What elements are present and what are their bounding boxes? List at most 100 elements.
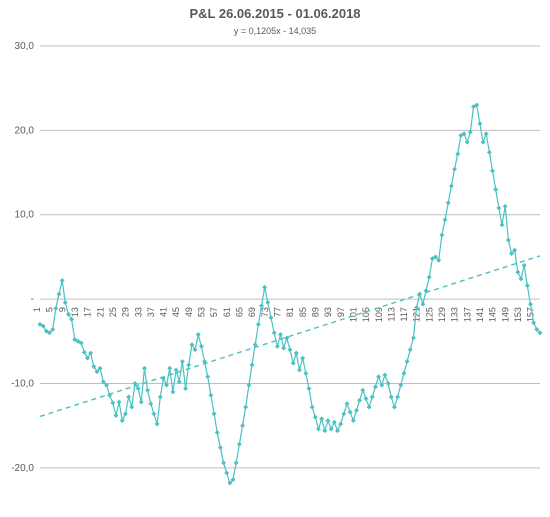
data-marker [478, 121, 482, 125]
data-marker [456, 152, 460, 156]
data-marker [130, 405, 134, 409]
x-tick-label: 157 [526, 307, 536, 322]
data-marker [304, 371, 308, 375]
data-marker [525, 283, 529, 287]
data-marker [395, 395, 399, 399]
data-marker [142, 366, 146, 370]
y-tick-label: - [31, 294, 34, 305]
data-marker [329, 427, 333, 431]
data-marker [82, 350, 86, 354]
data-marker [114, 413, 118, 417]
chart-svg: -20,0-10,0-10,020,030,015913172125293337… [0, 0, 550, 517]
data-marker [209, 393, 213, 397]
x-tick-label: 41 [159, 307, 169, 317]
x-tick-label: 93 [323, 307, 333, 317]
x-tick-label: 49 [184, 307, 194, 317]
data-marker [528, 302, 532, 306]
data-marker [168, 366, 172, 370]
x-tick-label: 5 [45, 307, 55, 312]
x-tick-label: 61 [222, 307, 232, 317]
data-marker [443, 218, 447, 222]
x-tick-label: 69 [247, 307, 257, 317]
data-marker [389, 395, 393, 399]
data-marker [237, 442, 241, 446]
data-marker [262, 285, 266, 289]
x-tick-label: 77 [273, 307, 283, 317]
data-marker [313, 415, 317, 419]
data-marker [310, 405, 314, 409]
x-tick-label: 89 [310, 307, 320, 317]
x-tick-label: 113 [386, 307, 396, 321]
data-marker [345, 402, 349, 406]
x-tick-label: 145 [488, 307, 498, 322]
x-tick-label: 97 [336, 307, 346, 317]
data-marker [361, 388, 365, 392]
data-marker [487, 150, 491, 154]
x-tick-label: 129 [437, 307, 447, 322]
x-tick-label: 53 [197, 307, 207, 317]
data-marker [155, 422, 159, 426]
pnl-chart: P&L 26.06.2015 - 01.06.2018 y = 0,1205x … [0, 0, 550, 517]
data-marker [218, 445, 222, 449]
x-tick-label: 137 [462, 307, 472, 322]
data-marker [481, 140, 485, 144]
data-marker [275, 344, 279, 348]
data-marker [187, 363, 191, 367]
trend-line [40, 256, 540, 417]
data-marker [152, 412, 156, 416]
data-marker [316, 427, 320, 431]
data-marker [332, 420, 336, 424]
x-tick-label: 133 [450, 307, 460, 322]
data-marker [297, 368, 301, 372]
data-marker [117, 400, 121, 404]
data-marker [516, 270, 520, 274]
data-marker [149, 402, 153, 406]
data-marker [120, 418, 124, 422]
data-marker [57, 292, 61, 296]
data-marker [376, 375, 380, 379]
data-marker [449, 184, 453, 188]
data-marker [234, 461, 238, 465]
x-tick-label: 13 [70, 307, 80, 317]
y-tick-label: -10,0 [11, 378, 34, 389]
data-marker [294, 351, 298, 355]
data-marker [212, 412, 216, 416]
data-marker [500, 223, 504, 227]
data-marker [364, 396, 368, 400]
data-marker [408, 348, 412, 352]
data-marker [484, 132, 488, 136]
data-marker [405, 359, 409, 363]
data-marker [348, 410, 352, 414]
x-tick-label: 21 [95, 307, 105, 317]
data-marker [63, 300, 67, 304]
y-tick-label: -20,0 [11, 463, 34, 474]
data-marker [307, 386, 311, 390]
data-marker [199, 344, 203, 348]
data-marker [493, 187, 497, 191]
data-marker [342, 412, 346, 416]
data-marker [183, 386, 187, 390]
data-marker [171, 390, 175, 394]
data-marker [281, 346, 285, 350]
data-marker [465, 140, 469, 144]
data-marker [497, 206, 501, 210]
data-marker [60, 278, 64, 282]
data-marker [402, 371, 406, 375]
x-tick-label: 45 [171, 307, 181, 317]
data-marker [272, 331, 276, 335]
data-marker [126, 395, 130, 399]
data-marker [240, 423, 244, 427]
data-marker [370, 395, 374, 399]
x-tick-label: 57 [209, 307, 219, 317]
data-marker [145, 388, 149, 392]
x-tick-label: 141 [475, 307, 485, 322]
data-marker [354, 408, 358, 412]
data-marker [123, 412, 127, 416]
x-tick-label: 153 [513, 307, 523, 322]
data-marker [335, 428, 339, 432]
data-marker [111, 401, 115, 405]
data-marker [522, 263, 526, 267]
x-tick-label: 33 [133, 307, 143, 317]
data-marker [427, 275, 431, 279]
x-tick-label: 37 [146, 307, 156, 317]
